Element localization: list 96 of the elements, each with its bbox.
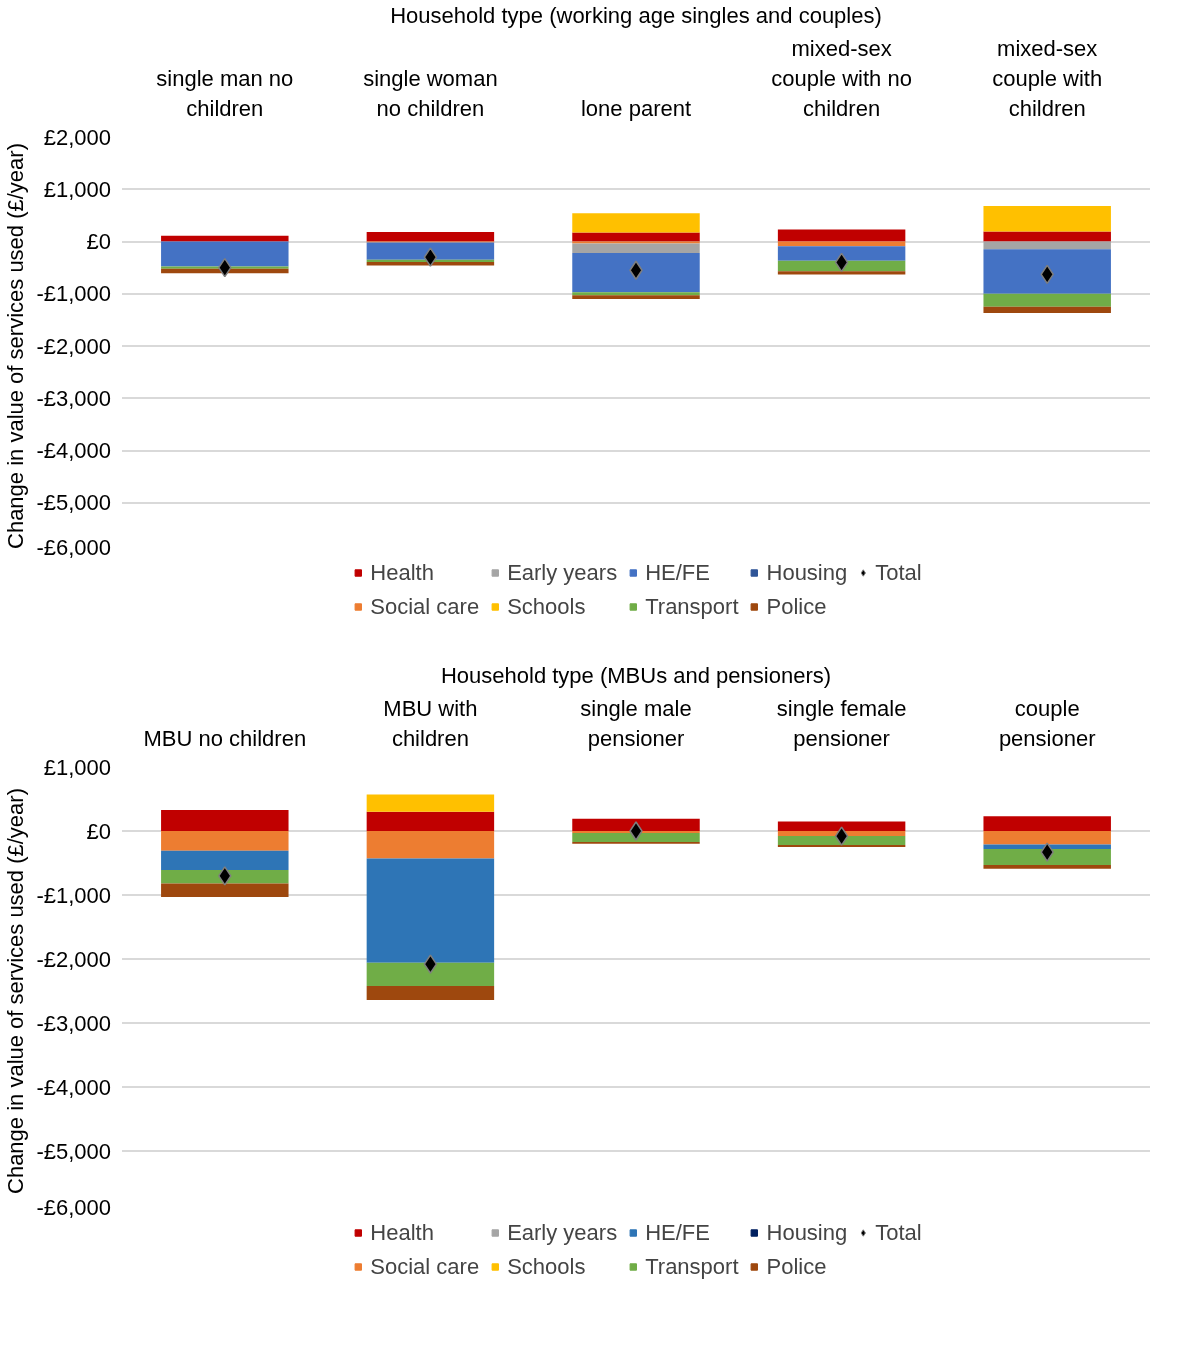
y-tick-label: -£2,000	[36, 333, 112, 359]
x-tick-label: mixed-sex couple with no children	[771, 36, 912, 121]
bar	[983, 306, 1111, 314]
legend-label: Total	[875, 1220, 922, 1246]
y-tick-label: -£4,000	[36, 438, 112, 463]
point	[834, 252, 849, 273]
x-axis-title: Household type (working age singles and couples)	[390, 3, 882, 28]
x-tick-label: single woman no children	[363, 66, 498, 121]
point	[423, 954, 438, 974]
bar	[572, 243, 700, 253]
legend-label: Police	[766, 1254, 827, 1280]
y-tick-label: -£1,000	[36, 281, 112, 307]
point	[218, 866, 232, 886]
bar	[572, 232, 700, 242]
point	[629, 821, 643, 841]
bar	[366, 811, 495, 831]
y-axis-title: Change in value of services used (£/year)	[3, 143, 29, 549]
bar	[366, 858, 495, 963]
bar	[572, 213, 700, 233]
bar	[777, 246, 906, 261]
point	[1040, 842, 1054, 862]
y-tick-label: £1,000	[43, 754, 112, 780]
bar	[983, 249, 1111, 294]
bar	[161, 831, 289, 851]
legend-label: Early years	[507, 560, 618, 586]
bar	[366, 831, 495, 859]
legend-label: Early years	[507, 1220, 618, 1246]
bar	[366, 232, 495, 242]
legend-label: Police	[766, 594, 827, 620]
bar	[983, 864, 1111, 869]
y-tick-label: £0	[86, 818, 112, 844]
point	[423, 247, 438, 267]
legend-label: HE/FE	[645, 1220, 710, 1246]
y-tick-label: £1,000	[43, 176, 112, 202]
bar	[983, 844, 1111, 849]
x-tick-label: lone parent	[580, 96, 692, 121]
legend-label: Housing	[766, 560, 848, 586]
bar	[777, 821, 906, 831]
point	[834, 826, 849, 846]
bar	[161, 235, 289, 242]
bar	[366, 242, 495, 260]
legend-label: Social care	[370, 1254, 480, 1280]
legend-label: Schools	[507, 594, 586, 620]
legend-label: Social care	[370, 594, 480, 620]
point	[629, 260, 643, 280]
bar	[366, 261, 495, 266]
bar	[983, 205, 1111, 232]
bar	[366, 962, 495, 986]
y-tick-label: -£3,000	[36, 1010, 112, 1036]
y-tick-label: £0	[86, 229, 112, 254]
y-tick-label: -£6,000	[36, 535, 112, 560]
y-axis-title: Change in value of services used (£/year)	[3, 788, 29, 1194]
y-tick-label: -£6,000	[36, 1195, 112, 1220]
x-axis-title: Household type (MBUs and pensioners)	[440, 663, 832, 688]
bar	[983, 241, 1111, 250]
bar	[777, 229, 906, 242]
x-tick-label: mixed-sex couple with children	[992, 36, 1103, 121]
x-tick-label: MBU no children	[143, 726, 307, 751]
y-tick-label: -£5,000	[36, 490, 112, 516]
bar	[983, 816, 1111, 831]
bar	[572, 832, 700, 842]
bar	[572, 241, 700, 244]
legend-label: Transport	[645, 594, 739, 620]
bar	[983, 831, 1111, 845]
bar	[572, 252, 700, 293]
bar	[777, 836, 906, 846]
x-tick-label: MBU with children	[383, 696, 478, 751]
bar	[366, 985, 495, 1000]
legend-label: Housing	[766, 1220, 848, 1246]
bar	[161, 850, 289, 871]
bar	[161, 241, 289, 267]
legend-label: Health	[370, 1220, 434, 1246]
bar	[161, 809, 289, 831]
bar	[777, 271, 906, 275]
bar	[161, 870, 289, 884]
legend-label: HE/FE	[645, 560, 710, 586]
y-tick-label: -£5,000	[36, 1138, 112, 1164]
legend-label: Schools	[507, 1254, 586, 1280]
y-tick-label: £2,000	[43, 124, 112, 150]
bar	[572, 818, 700, 831]
bar	[983, 848, 1111, 865]
bar	[983, 231, 1111, 242]
y-tick-label: -£2,000	[36, 946, 112, 972]
bar	[366, 794, 495, 812]
x-tick-label: single female pensioner	[776, 696, 907, 751]
y-tick-label: -£1,000	[36, 882, 112, 908]
bar	[983, 293, 1111, 307]
x-tick-label: single male pensioner	[580, 696, 692, 751]
legend-label: Health	[370, 560, 434, 586]
legend-label: Transport	[645, 1254, 739, 1280]
legend-label: Total	[875, 560, 922, 586]
y-tick-label: -£3,000	[36, 385, 112, 411]
x-tick-label: single man no children	[156, 66, 294, 121]
x-tick-label: couple pensioner	[998, 696, 1096, 751]
bar	[161, 883, 289, 897]
y-tick-label: -£4,000	[36, 1074, 112, 1100]
